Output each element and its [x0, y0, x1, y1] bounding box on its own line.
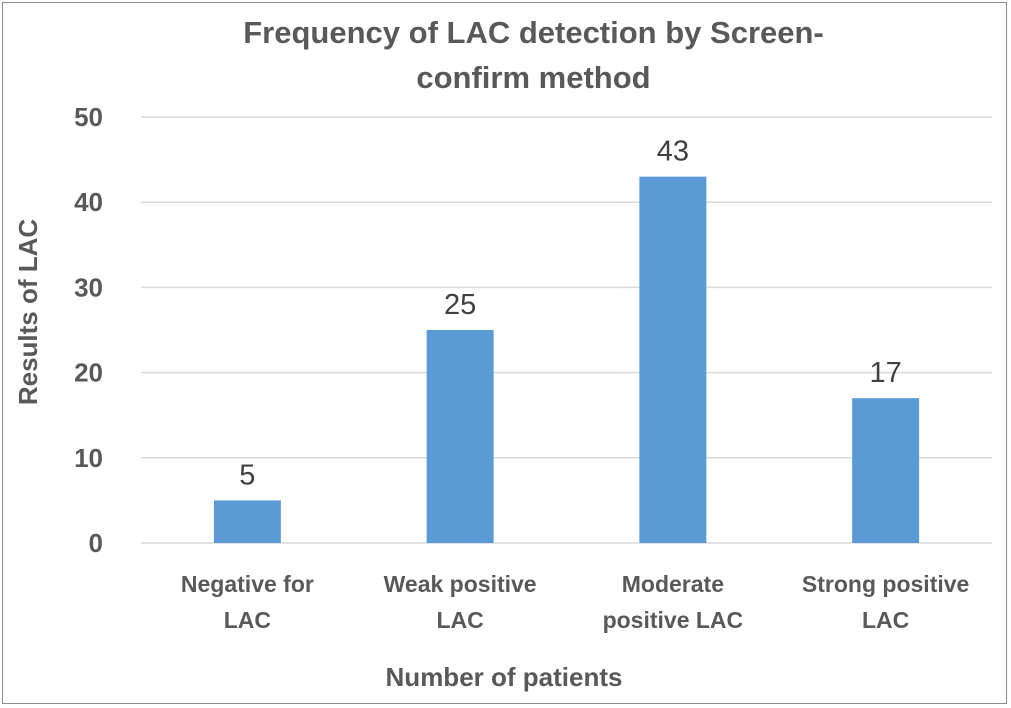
y-tick-label: 20 [74, 358, 103, 388]
y-tick-label: 40 [74, 187, 103, 217]
bar [426, 330, 494, 543]
x-tick-label: Strong positive LAC [802, 571, 969, 633]
chart-title: Frequency of LAC detection by Screen- co… [243, 15, 824, 95]
x-tick-label: Moderate positive LAC [603, 571, 744, 633]
data-labels: 5 25 43 17 [239, 136, 901, 492]
x-tick-label: Negative for LAC [181, 571, 314, 633]
y-tick-label: 50 [74, 102, 103, 132]
bars [213, 176, 920, 543]
y-tick-labels: 0 10 20 30 40 50 [74, 102, 103, 558]
data-label: 5 [239, 459, 255, 491]
bar [213, 500, 281, 543]
bar [639, 176, 707, 543]
y-tick-label: 10 [74, 443, 103, 473]
x-tick-labels: Negative for LAC Weak positive LAC Moderate p… [181, 571, 969, 633]
bar [852, 398, 920, 543]
gridlines [141, 116, 992, 544]
x-axis-title: Number of patients [386, 662, 623, 692]
x-tick-label: Weak positive LAC [384, 571, 537, 633]
data-label: 43 [657, 136, 689, 168]
data-label: 25 [444, 289, 476, 321]
y-axis-title: Results of LAC [13, 219, 43, 406]
y-tick-label: 0 [89, 528, 103, 558]
data-label: 17 [869, 357, 901, 389]
y-tick-label: 30 [74, 272, 103, 302]
